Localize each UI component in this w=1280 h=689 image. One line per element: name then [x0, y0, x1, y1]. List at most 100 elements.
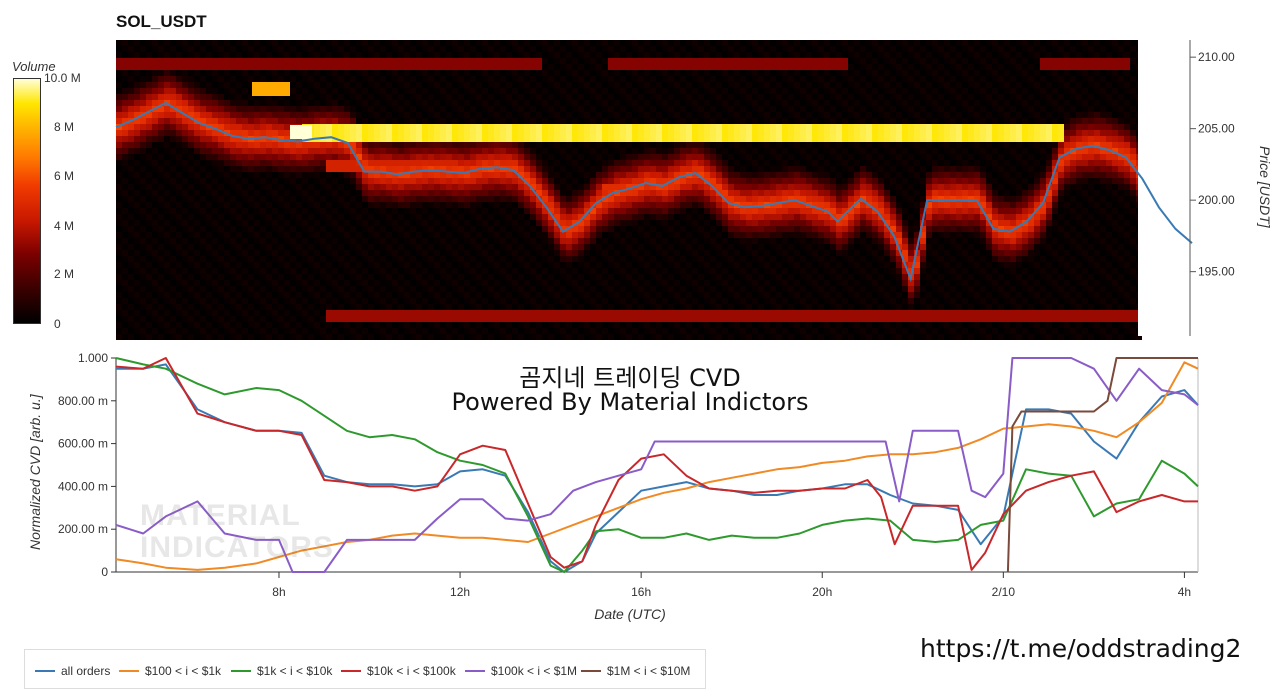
heatmap-cell — [614, 76, 620, 82]
heatmap-cell — [248, 112, 254, 118]
heatmap-cell — [344, 196, 350, 202]
heatmap-cell — [236, 100, 242, 106]
heatmap-cell — [188, 214, 194, 220]
heatmap-cell — [260, 46, 266, 52]
heatmap-cell — [290, 190, 296, 196]
heatmap-cell — [620, 292, 626, 298]
heatmap-cell — [548, 244, 554, 250]
heatmap-cell — [698, 202, 704, 208]
heatmap-cell — [170, 136, 176, 142]
heatmap-cell — [608, 220, 614, 226]
heatmap-cell — [512, 130, 518, 136]
heatmap-cell — [146, 244, 152, 250]
heatmap-cell — [314, 232, 320, 238]
heatmap-cell — [314, 280, 320, 286]
heatmap-cell — [260, 154, 266, 160]
heatmap-cell — [278, 238, 284, 244]
heatmap-cell — [566, 142, 572, 148]
heatmap-cell — [134, 196, 140, 202]
heatmap-cell — [128, 88, 134, 94]
heatmap-cell — [584, 52, 590, 58]
heatmap-cell — [146, 88, 152, 94]
heatmap-cell — [668, 58, 674, 64]
heatmap-cell — [116, 130, 122, 136]
heatmap-cell — [140, 172, 146, 178]
heatmap-cell — [512, 70, 518, 76]
heatmap-cell — [134, 328, 140, 334]
heatmap-cell — [290, 304, 296, 310]
heatmap-cell — [218, 124, 224, 130]
heatmap-cell — [212, 154, 218, 160]
heatmap-cell — [608, 94, 614, 100]
heatmap-cell — [380, 208, 386, 214]
heatmap-cell — [422, 142, 428, 148]
heatmap-cell — [494, 76, 500, 82]
heatmap-cell — [446, 262, 452, 268]
heatmap-cell — [458, 220, 464, 226]
heatmap-cell — [674, 40, 680, 46]
heatmap-cell — [362, 190, 368, 196]
heatmap-cell — [182, 154, 188, 160]
heatmap-cell — [488, 130, 494, 136]
heatmap-cell — [578, 100, 584, 106]
heatmap-cell — [626, 226, 632, 232]
heatmap-cell — [248, 208, 254, 214]
heatmap-cell — [398, 82, 404, 88]
heatmap-cell — [302, 160, 308, 166]
heatmap-cell — [584, 64, 590, 70]
heatmap-cell — [386, 112, 392, 118]
heatmap-cell — [362, 256, 368, 262]
heatmap-cell — [374, 280, 380, 286]
heatmap-cell — [170, 100, 176, 106]
heatmap-cell — [302, 70, 308, 76]
heatmap-cell — [614, 316, 620, 322]
heatmap-cell — [152, 316, 158, 322]
heatmap-cell — [326, 88, 332, 94]
heatmap-cell — [428, 220, 434, 226]
heatmap-cell — [422, 112, 428, 118]
heatmap-cell — [386, 100, 392, 106]
heatmap-cell — [326, 286, 332, 292]
heatmap-cell — [518, 118, 524, 124]
heatmap-cell — [686, 268, 692, 274]
heatmap-cell — [620, 238, 626, 244]
heatmap-cell — [314, 70, 320, 76]
heatmap-cell — [704, 124, 710, 130]
heatmap-cell — [482, 208, 488, 214]
heatmap-cell — [284, 148, 290, 154]
heatmap-cell — [128, 196, 134, 202]
heatmap-cell — [140, 118, 146, 124]
heatmap-cell — [218, 64, 224, 70]
heatmap-cell — [440, 58, 446, 64]
heatmap-cell — [236, 196, 242, 202]
heatmap-cell — [332, 172, 338, 178]
heatmap-cell — [152, 256, 158, 262]
heatmap-cell — [314, 112, 320, 118]
heatmap-cell — [590, 196, 596, 202]
heatmap-cell — [290, 202, 296, 208]
heatmap-cell — [446, 154, 452, 160]
heatmap-cell — [224, 202, 230, 208]
heatmap-cell — [140, 268, 146, 274]
heatmap-cell — [386, 334, 392, 340]
heatmap-cell — [692, 232, 698, 238]
heatmap-cell — [242, 100, 248, 106]
heatmap-cell — [536, 100, 542, 106]
heatmap-cell — [212, 166, 218, 172]
heatmap-cell — [530, 244, 536, 250]
heatmap-cell — [386, 250, 392, 256]
heatmap-cell — [356, 220, 362, 226]
heatmap-cell — [188, 136, 194, 142]
heatmap-cell — [692, 160, 698, 166]
heatmap-cell — [200, 118, 206, 124]
heatmap-cell — [524, 274, 530, 280]
heatmap-cell — [134, 82, 140, 88]
heatmap-cell — [284, 298, 290, 304]
heatmap-cell — [284, 310, 290, 316]
heatmap-cell — [152, 76, 158, 82]
heatmap-cell — [590, 274, 596, 280]
heatmap-cell — [428, 328, 434, 334]
heatmap-cell — [548, 46, 554, 52]
heatmap-cell — [278, 190, 284, 196]
heatmap-cell — [374, 232, 380, 238]
